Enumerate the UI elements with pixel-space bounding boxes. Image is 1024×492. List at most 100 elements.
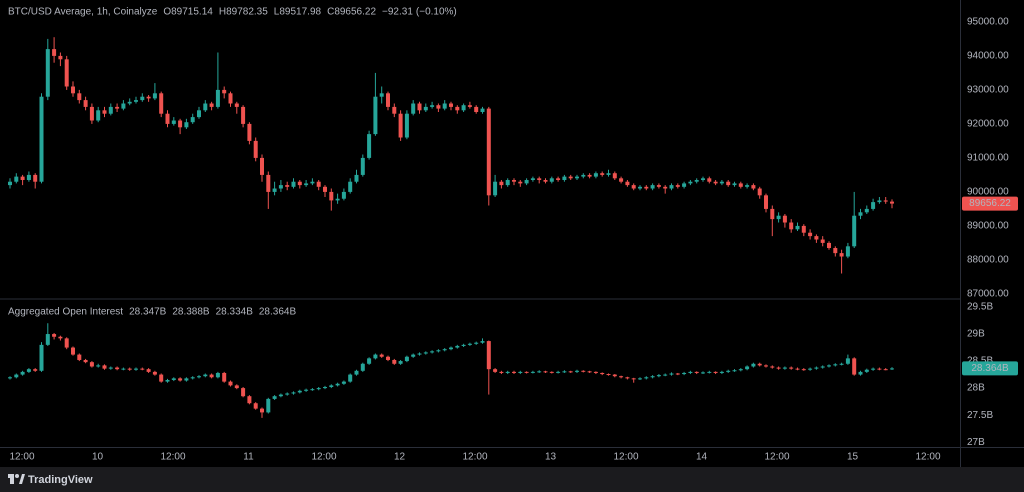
candle-body <box>449 103 453 107</box>
candle-body <box>820 239 825 243</box>
candle-body <box>285 185 290 187</box>
candle-body <box>505 371 510 373</box>
candle-body <box>719 371 724 373</box>
candle-body <box>64 59 69 87</box>
change-percent: (−0.10%) <box>416 7 457 18</box>
candle-body <box>726 181 731 186</box>
ohlc-value: 28.388B <box>172 307 210 318</box>
candle-body <box>379 93 384 97</box>
y-tick-label: 93000.00 <box>967 85 1009 96</box>
candle-body <box>593 371 598 373</box>
x-tick-label: 12:00 <box>915 452 940 463</box>
candle-body <box>776 367 781 369</box>
candle-body <box>732 370 737 372</box>
candle-body <box>512 371 516 373</box>
x-tick-label: 11 <box>243 452 254 463</box>
logo-part <box>19 474 25 484</box>
candle-body <box>694 180 699 182</box>
candle-body <box>890 201 894 204</box>
candle-body <box>96 110 101 121</box>
candle-body <box>864 369 869 372</box>
candle-body <box>474 342 479 344</box>
candle-body <box>241 388 246 397</box>
candle-body <box>278 185 283 189</box>
candle-body <box>864 208 869 213</box>
candle-body <box>45 49 50 97</box>
candle-body <box>14 176 19 182</box>
candle-body <box>770 208 775 220</box>
candle-body <box>341 381 346 384</box>
candle-body <box>650 185 655 189</box>
candle-body <box>159 374 164 382</box>
candle-body <box>461 105 466 111</box>
candle-body <box>134 100 138 102</box>
candle-body <box>159 93 164 114</box>
candle-body <box>266 398 271 413</box>
candle-body <box>417 353 422 355</box>
candle-body <box>89 106 94 121</box>
candle-body <box>127 101 132 104</box>
candle-body <box>587 174 592 177</box>
candle-body <box>486 108 491 196</box>
candle-body <box>266 174 271 192</box>
candle-body <box>83 100 88 107</box>
candle-body <box>190 377 195 379</box>
candle-body <box>764 195 768 209</box>
candle-body <box>64 338 69 348</box>
y-tick-label: 92000.00 <box>967 119 1009 130</box>
candle-body <box>575 176 579 179</box>
candle-body <box>738 369 743 371</box>
candle-body <box>360 157 365 175</box>
pane-title: Aggregated Open Interest <box>8 307 123 318</box>
candle-body <box>713 181 718 184</box>
candle-body <box>789 222 794 230</box>
candle-body <box>329 385 334 388</box>
candle-body <box>386 356 390 360</box>
candle-body <box>335 383 340 386</box>
candle-body <box>115 106 120 109</box>
candle-body <box>480 341 485 343</box>
candle-body <box>877 200 882 203</box>
candle-body <box>89 362 94 367</box>
candle-body <box>701 178 705 181</box>
ohlc-value: 89656.22 <box>334 7 376 18</box>
y-tick-label: 88000.00 <box>967 255 1009 266</box>
candle-body <box>127 368 132 370</box>
candle-body <box>877 368 882 370</box>
candle-body <box>304 389 309 391</box>
candle-body <box>108 367 113 369</box>
candle-body <box>663 186 668 189</box>
candle-body <box>524 371 529 373</box>
candle-body <box>757 188 762 196</box>
candle-body <box>52 49 57 56</box>
candle-body <box>203 103 208 111</box>
candle-body <box>146 96 151 99</box>
candle-body <box>20 176 25 181</box>
candle-body <box>39 344 44 371</box>
candle-body <box>260 157 264 175</box>
candle-body <box>379 354 384 357</box>
candle-body <box>392 106 397 114</box>
candle-body <box>411 354 416 357</box>
logo-part <box>15 474 19 478</box>
candle-body <box>732 183 737 186</box>
candle-body <box>134 368 138 370</box>
candles <box>8 37 894 274</box>
candle-body <box>367 358 372 364</box>
candle-body <box>404 113 409 138</box>
candle-body <box>845 358 850 364</box>
candle-body <box>789 367 794 369</box>
ohlc-value: 89517.98 <box>279 7 321 18</box>
candle-body <box>436 105 441 109</box>
candle-body <box>341 191 346 199</box>
candle-body <box>165 113 170 124</box>
candle-body <box>241 106 246 124</box>
candle-body <box>719 181 724 184</box>
candle-body <box>222 89 227 94</box>
candle-body <box>348 374 353 382</box>
candle-body <box>675 185 680 187</box>
x-tick-label: 14 <box>696 452 708 463</box>
candle-body <box>197 376 201 378</box>
